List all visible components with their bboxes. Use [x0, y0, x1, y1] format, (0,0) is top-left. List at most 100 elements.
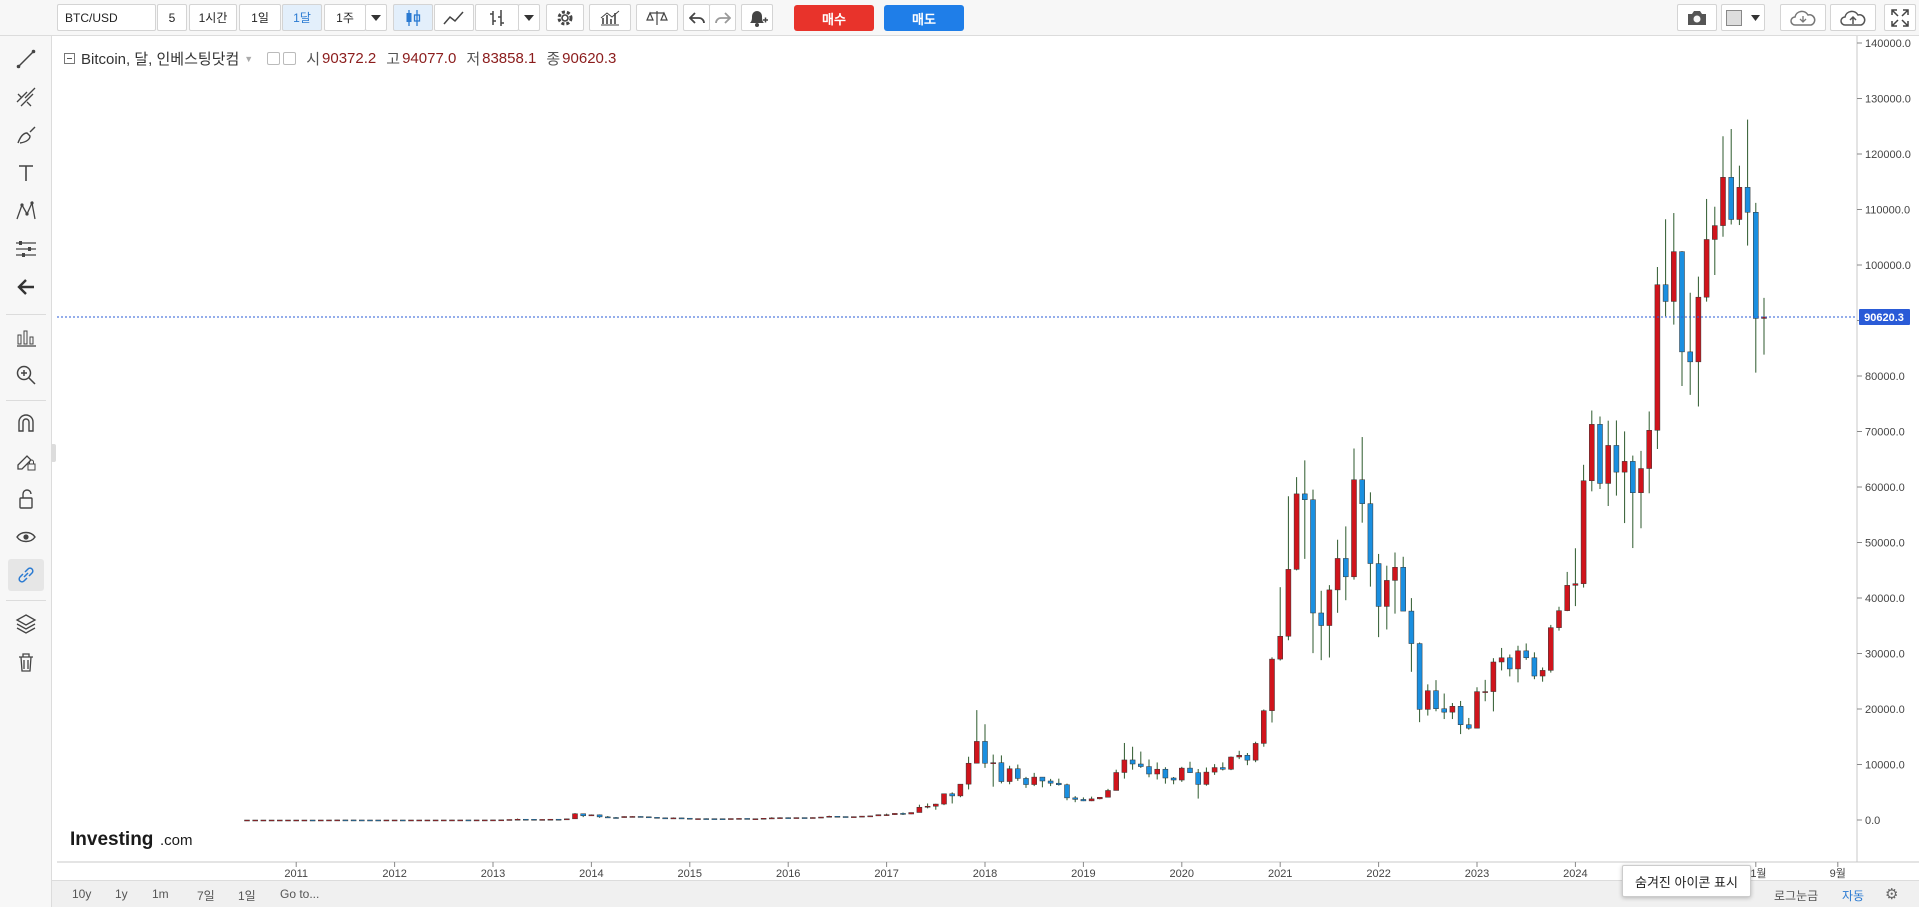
fib-icon[interactable] — [8, 81, 44, 113]
range-7d[interactable]: 7일 — [197, 889, 215, 903]
cloud-upload-button[interactable] — [1830, 4, 1876, 31]
candle — [1712, 206, 1718, 275]
range-1d[interactable]: 1일 — [238, 889, 256, 903]
candle — [1056, 778, 1062, 786]
candle-body — [1285, 569, 1292, 637]
chart-type-dropdown[interactable] — [518, 4, 540, 31]
text-icon[interactable] — [8, 157, 44, 189]
hidden-icons-tooltip: 숨겨진 아이콘 표시 — [1622, 865, 1751, 897]
layers-icon[interactable] — [8, 607, 44, 639]
undo-button[interactable] — [683, 4, 710, 31]
buy-label: 매수 — [822, 11, 846, 27]
goto-date-button[interactable]: Go to... — [280, 887, 320, 901]
unlock-icon[interactable] — [8, 483, 44, 515]
zoom-in-icon[interactable] — [8, 359, 44, 391]
candle-body — [1384, 580, 1390, 607]
candle-body — [801, 817, 808, 819]
candle — [1195, 768, 1201, 799]
candle — [514, 818, 521, 821]
settings-button[interactable] — [546, 4, 584, 31]
candle-body — [1129, 759, 1136, 765]
time-axis[interactable]: 2011 2012 2013 2014 2015 2016 2017 2018 2019 2020… — [284, 862, 1846, 880]
magnet-icon[interactable] — [8, 407, 44, 439]
candle — [457, 819, 463, 822]
compare-button[interactable] — [636, 4, 678, 31]
legend-dropdown-icon[interactable]: ▼ — [244, 53, 254, 64]
candle — [1753, 202, 1759, 373]
log-scale-toggle[interactable]: 로그눈금 — [1774, 889, 1819, 903]
interval-1m[interactable]: 1달 — [282, 4, 322, 31]
buy-button[interactable]: 매수 — [794, 5, 874, 31]
back-arrow-icon[interactable] — [8, 271, 44, 303]
interval-dropdown[interactable] — [365, 4, 387, 31]
interval-1w[interactable]: 1주 — [324, 4, 366, 31]
candle-body — [1466, 724, 1472, 729]
candle — [1236, 750, 1242, 760]
candle-style-button[interactable] — [393, 4, 433, 31]
eye-icon[interactable] — [8, 521, 44, 553]
bottom-settings-icon[interactable]: ⚙ — [1885, 886, 1899, 903]
candle-style-icon — [406, 9, 421, 26]
candle — [285, 819, 291, 822]
candle-body — [646, 816, 652, 819]
candle-body — [687, 817, 693, 820]
candle-body — [1589, 424, 1595, 481]
price-axis[interactable]: 0.0 10000.0 20000.0 30000.0 40000.0 50000.0 60… — [1857, 38, 1911, 827]
candle — [1293, 477, 1300, 571]
candle — [785, 817, 791, 819]
indicators-button[interactable] — [589, 4, 631, 31]
candle — [408, 819, 414, 822]
interval-1d[interactable]: 1일 — [239, 4, 281, 31]
candle-body — [350, 819, 357, 822]
color-picker-button[interactable] — [1721, 4, 1765, 31]
range-1m[interactable]: 1m — [152, 887, 169, 901]
trend-line-icon[interactable] — [8, 43, 44, 75]
zoom-chart-icon[interactable] — [8, 321, 44, 353]
candle-body — [1556, 610, 1562, 628]
candle — [711, 818, 718, 820]
line-style-button[interactable] — [434, 4, 474, 31]
bar-style-button[interactable] — [475, 4, 519, 31]
cloud-save-button[interactable] — [1780, 4, 1826, 31]
candle-body — [957, 783, 964, 797]
candle-body — [1449, 706, 1456, 713]
sell-button[interactable]: 매도 — [884, 5, 964, 31]
candle-body — [834, 816, 841, 818]
candle-body — [785, 817, 791, 819]
close-value: 90620.3 — [562, 50, 617, 67]
candle-body — [375, 819, 381, 822]
alert-button[interactable] — [741, 4, 773, 31]
candle-body — [1744, 187, 1751, 213]
camera-icon — [1688, 10, 1706, 25]
legend-settings-icon[interactable] — [267, 52, 281, 65]
candle — [1490, 658, 1497, 712]
candle-body — [1630, 461, 1636, 493]
candle-body — [1392, 567, 1398, 581]
link-icon[interactable] — [8, 559, 44, 591]
range-10y[interactable]: 10y — [72, 887, 92, 901]
interval-1h[interactable]: 1시간 — [189, 4, 237, 31]
candle — [1031, 772, 1037, 787]
measure-icon[interactable] — [8, 233, 44, 265]
sidebar-collapse-handle[interactable] — [51, 444, 56, 462]
screenshot-button[interactable] — [1677, 4, 1717, 31]
fullscreen-button[interactable] — [1884, 4, 1916, 31]
pattern-icon[interactable] — [8, 195, 44, 227]
trash-icon[interactable] — [8, 646, 44, 678]
collapse-legend-icon[interactable] — [64, 53, 75, 64]
legend-close-icon[interactable] — [283, 52, 297, 65]
candle-body — [1293, 493, 1300, 570]
interval-input[interactable]: 5 — [157, 4, 187, 31]
candle-body — [949, 793, 955, 797]
range-1y[interactable]: 1y — [115, 887, 128, 901]
candle-body — [342, 819, 349, 822]
brush-icon[interactable] — [8, 119, 44, 151]
candle-body — [883, 814, 890, 816]
lock-draw-icon[interactable] — [8, 445, 44, 477]
symbol-search-input[interactable]: BTC/USD — [57, 4, 156, 31]
auto-scale-toggle[interactable]: 자동 — [1842, 889, 1865, 903]
candle — [769, 817, 775, 820]
candle-body — [277, 819, 283, 822]
redo-button[interactable] — [709, 4, 736, 31]
